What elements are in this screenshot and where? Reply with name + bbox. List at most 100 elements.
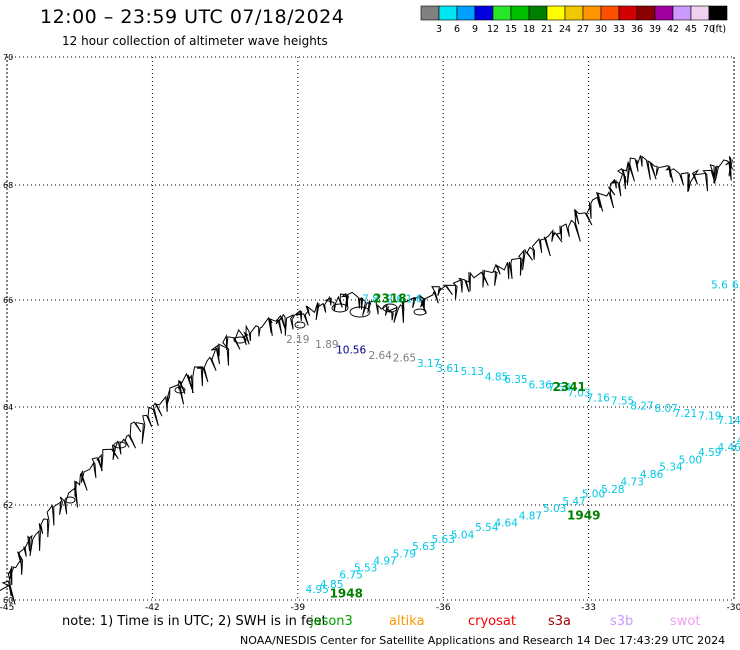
wave-height-label: 3.17 bbox=[417, 358, 440, 370]
wave-height-label: 8.27 bbox=[630, 400, 653, 412]
wave-height-label: 5.00 bbox=[679, 454, 702, 466]
scale-swatch bbox=[528, 5, 548, 21]
scale-tick-label: 70 bbox=[703, 24, 715, 35]
wave-height-label: 5.63 bbox=[432, 534, 455, 546]
scale-swatch bbox=[564, 5, 584, 21]
wave-height-label: 4.97 bbox=[373, 555, 396, 567]
longitude-tick-label: -39 bbox=[290, 603, 305, 610]
wave-height-label: 5.53 bbox=[354, 563, 377, 575]
island-outline bbox=[331, 303, 349, 313]
wave-height-label: 6.04 bbox=[732, 280, 740, 292]
map-background bbox=[0, 50, 740, 610]
longitude-tick-label: -36 bbox=[436, 603, 451, 610]
scale-swatch bbox=[510, 5, 530, 21]
map-frame bbox=[6, 56, 735, 601]
wave-height-label: 7.03 bbox=[567, 387, 590, 399]
scale-swatch bbox=[618, 5, 638, 21]
island-outline bbox=[349, 306, 371, 318]
scale-tick-label: 9 bbox=[472, 24, 478, 35]
wave-height-label: 1.89 bbox=[315, 339, 338, 351]
scale-swatch bbox=[654, 5, 674, 21]
wave-height-label: 3.61 bbox=[436, 363, 459, 375]
scale-tick-label: 39 bbox=[649, 24, 661, 35]
island-outline bbox=[233, 336, 247, 344]
scale-swatch bbox=[582, 5, 602, 21]
scale-tick-label: 15 bbox=[505, 24, 517, 35]
wave-height-label: 5.03 bbox=[543, 503, 566, 515]
latitude-tick-label: 68 bbox=[3, 181, 13, 190]
island-outline bbox=[113, 441, 127, 449]
wave-height-label: 5.00 bbox=[582, 489, 605, 501]
wave-height-label: 4.57 bbox=[737, 435, 740, 447]
wave-height-label: 8.07 bbox=[654, 403, 677, 415]
wave-height-label: 5.63 bbox=[412, 541, 435, 553]
wave-height-label: 5.28 bbox=[601, 484, 624, 496]
scale-tick-label: 3 bbox=[436, 24, 442, 35]
wave-height-label: 5.54 bbox=[475, 522, 499, 534]
pass-time-label: 2341 bbox=[553, 380, 586, 394]
wave-height-label: 7.8 bbox=[362, 294, 379, 306]
wave-height-label: 4.64 bbox=[495, 517, 519, 529]
island-outline bbox=[294, 321, 306, 329]
longitude-tick-label: -42 bbox=[145, 603, 160, 610]
island-outline bbox=[174, 386, 186, 394]
wave-height-label: 4.46 bbox=[717, 442, 740, 454]
mission-legend: jason3 altika cryosat s3a s3b swot bbox=[0, 614, 740, 630]
scale-tick-label: 6 bbox=[454, 24, 460, 35]
pass-time-label: 2318 bbox=[373, 292, 406, 306]
altimeter-tracks: 4.954.856.755.534.975.795.635.635.045.54… bbox=[286, 280, 740, 596]
island-outline bbox=[413, 308, 427, 316]
wave-height-label: 4.85 bbox=[320, 579, 343, 591]
scale-swatch bbox=[708, 5, 728, 21]
scale-swatch bbox=[474, 5, 494, 21]
scale-swatch bbox=[636, 5, 656, 21]
page-subtitle: 12 hour collection of altimeter wave hei… bbox=[62, 34, 328, 48]
latitude-tick-label: 60 bbox=[3, 596, 13, 605]
wave-height-label: 10.56 bbox=[336, 345, 366, 357]
wave-height-label: 7.14 bbox=[717, 415, 740, 427]
scale-tick-label: (ft) bbox=[712, 24, 726, 35]
wave-height-label: 5.04 bbox=[451, 529, 475, 541]
wave-height-label: 2.65 bbox=[393, 353, 416, 365]
mission-legend-cryosat: cryosat bbox=[468, 614, 516, 629]
wave-height-label: 2.19 bbox=[286, 334, 309, 346]
longitude-tick-label: -33 bbox=[581, 603, 596, 610]
longitude-tick-label: -45 bbox=[0, 603, 14, 610]
wave-height-label: 6.75 bbox=[339, 570, 362, 582]
grid-lines bbox=[6, 56, 735, 601]
wave-height-label: 5.34 bbox=[659, 462, 683, 474]
scale-swatch bbox=[492, 5, 512, 21]
credit-line: NOAA/NESDIS Center for Satellite Applica… bbox=[240, 634, 726, 647]
wave-height-label: 7.16 bbox=[587, 393, 611, 405]
mission-legend-s3a: s3a bbox=[548, 614, 572, 629]
wave-height-label: 1.6 bbox=[406, 294, 423, 306]
wave-height-label: 4.59 bbox=[698, 447, 721, 459]
scale-tick-label: 24 bbox=[559, 24, 571, 35]
scale-tick-label: 27 bbox=[577, 24, 589, 35]
longitude-tick-label: -30 bbox=[727, 603, 740, 610]
wave-height-label: 2.6 bbox=[386, 294, 403, 306]
island-outline bbox=[64, 496, 76, 504]
scale-tick-label: 21 bbox=[541, 24, 553, 35]
wave-height-label: 5.79 bbox=[393, 548, 416, 560]
pass-time-labels: 1948 1949 2341 2318 bbox=[330, 292, 601, 601]
coastline-path bbox=[0, 155, 734, 605]
wave-height-label: 6.36 bbox=[528, 379, 552, 391]
scale-swatch bbox=[546, 5, 566, 21]
axis-tick-labels: -45 -42 -39 -36 -33 -30 70 68 66 64 62 60 bbox=[0, 53, 740, 610]
mission-legend-s3b: s3b bbox=[610, 614, 634, 629]
page-title: 12:00 – 23:59 UTC 07/18/2024 bbox=[40, 6, 345, 28]
scale-swatch bbox=[438, 5, 458, 21]
pass-time-label: 1949 bbox=[567, 508, 600, 522]
wave-height-label: 7.55 bbox=[611, 395, 634, 407]
scale-tick-label: 18 bbox=[523, 24, 535, 35]
wave-height-label: 7.19 bbox=[698, 410, 721, 422]
scale-tick-label: 12 bbox=[487, 24, 499, 35]
wave-height-label: 5.47 bbox=[562, 496, 585, 508]
scale-tick-label: 33 bbox=[613, 24, 625, 35]
altimeter-track-track-4: 7.8 2.6 1.6 bbox=[362, 294, 423, 306]
units-note: note: 1) Time is in UTC; 2) SWH is in fe… bbox=[62, 614, 327, 629]
wave-height-label: 7.54 bbox=[548, 382, 572, 394]
